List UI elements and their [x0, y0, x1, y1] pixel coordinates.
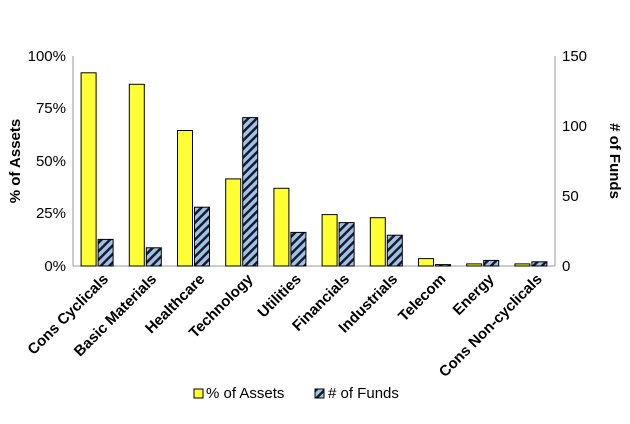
bar-funds [531, 261, 548, 267]
bar-funds [338, 222, 355, 267]
bar-assets [273, 187, 290, 267]
y-tick-label: 0% [44, 258, 66, 275]
y2-tick-label: 50 [562, 188, 579, 205]
y2-axis-title: # of Funds [606, 123, 623, 199]
bar-funds [435, 264, 451, 267]
legend-swatch-assets [193, 388, 204, 399]
y2-tick-label: 100 [562, 118, 587, 135]
legend-label-assets: % of Assets [206, 385, 284, 402]
y2-tick-label: 0 [562, 258, 570, 275]
legend-swatch-funds [314, 388, 325, 399]
bar-assets [80, 72, 97, 267]
bar-assets [418, 258, 434, 267]
y-tick-label: 75% [36, 100, 66, 117]
y-tick-label: 100% [28, 48, 66, 65]
x-tick-label: Cons Cyclicals [24, 271, 111, 358]
bar-funds [97, 238, 114, 267]
bar-assets [514, 263, 531, 267]
y2-tick-label: 150 [562, 48, 587, 65]
legend: % of Assets # of Funds [193, 385, 399, 402]
bar-funds [145, 247, 162, 267]
bars-group [80, 72, 548, 267]
bar-assets [321, 214, 338, 267]
bar-funds [386, 234, 403, 267]
y-tick-label: 50% [36, 153, 66, 170]
bar-funds [290, 231, 307, 267]
x-tick-label: Basic Materials [71, 271, 160, 360]
bar-funds [483, 259, 500, 267]
bar-funds [194, 206, 210, 267]
bar-assets [128, 83, 145, 267]
x-tick-label: Telecom [395, 271, 449, 325]
x-tick-label: Energy [450, 270, 498, 318]
legend-label-funds: # of Funds [328, 385, 399, 402]
bar-assets [466, 263, 483, 267]
bar-funds [242, 117, 259, 267]
bar-assets [177, 130, 193, 267]
y-tick-label: 25% [36, 205, 66, 222]
bar-assets [225, 178, 242, 267]
bar-assets [369, 217, 386, 267]
y-axis-title: % of Assets [7, 119, 24, 203]
